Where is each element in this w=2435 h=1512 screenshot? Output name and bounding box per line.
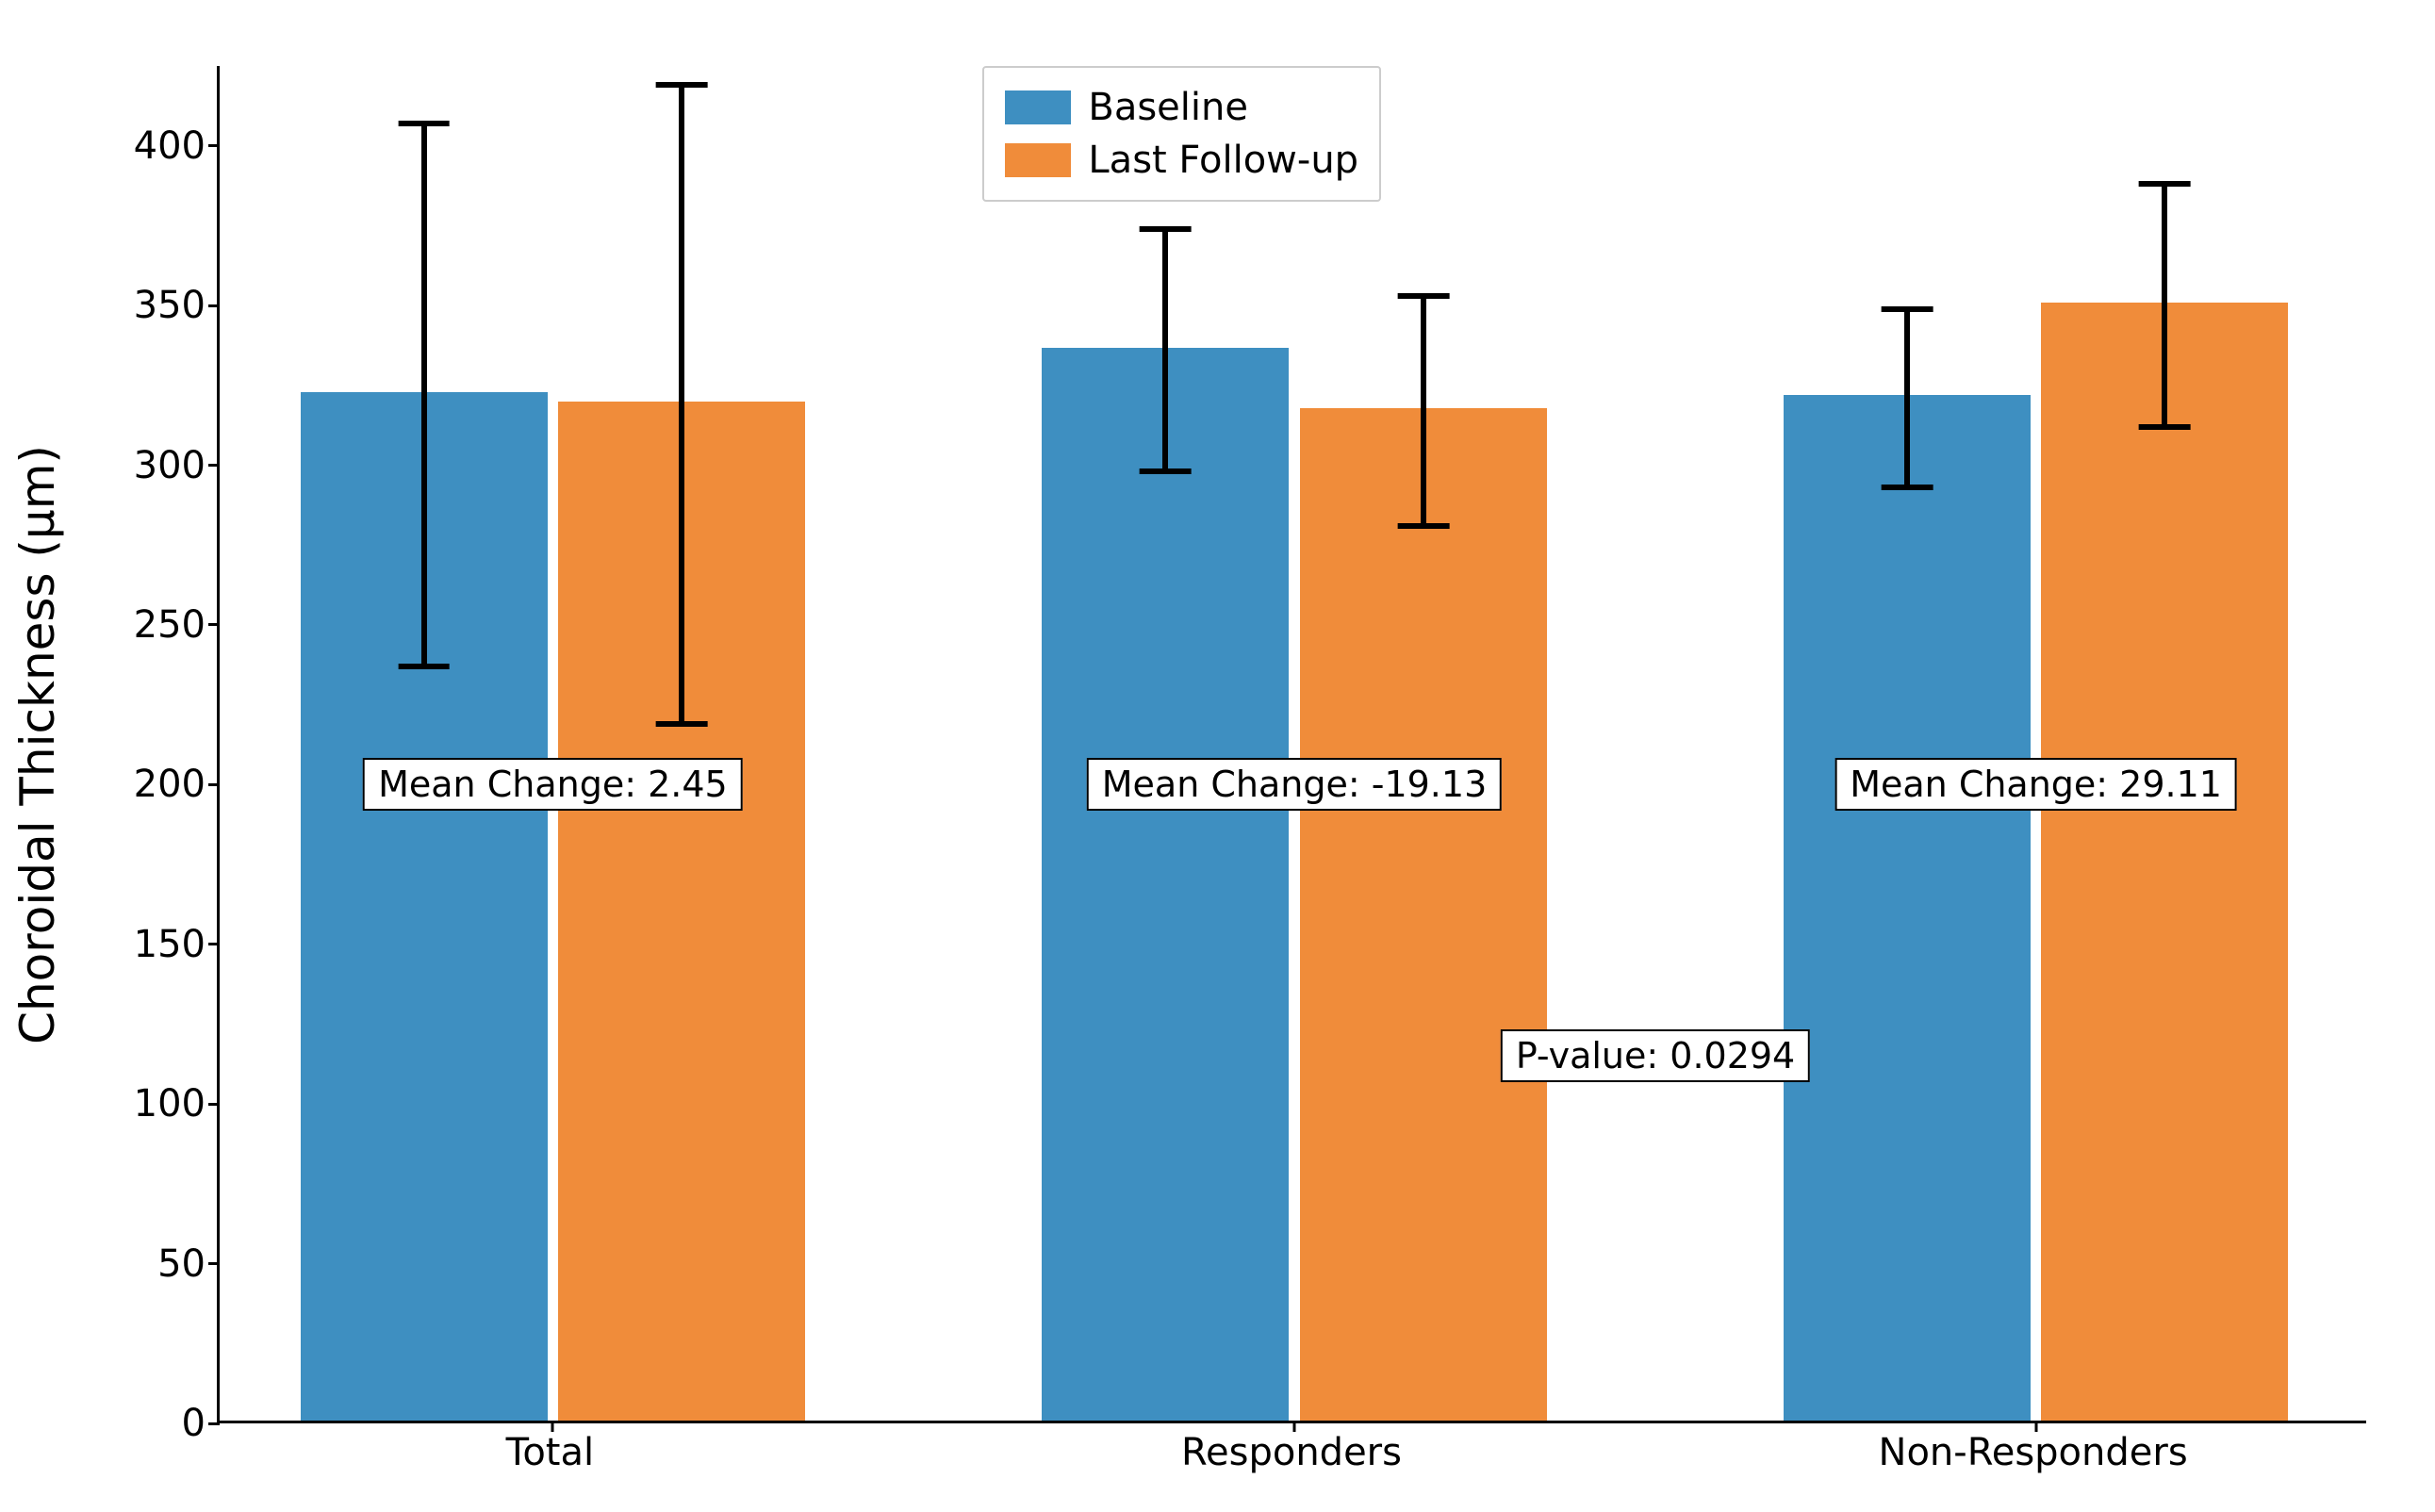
y-tick-label: 350 bbox=[134, 284, 206, 327]
legend: BaselineLast Follow-up bbox=[982, 66, 1381, 202]
error-bar bbox=[1904, 309, 1910, 488]
y-tick-mark bbox=[208, 1422, 220, 1425]
annotation-box: Mean Change: -19.13 bbox=[1087, 758, 1502, 811]
legend-swatch bbox=[1005, 90, 1071, 124]
annotation-box: P-value: 0.0294 bbox=[1501, 1029, 1810, 1082]
plot-area: Mean Change: 2.45 Mean Change: -19.13 Mean… bbox=[217, 66, 2366, 1423]
bar-baseline bbox=[1784, 395, 2031, 1421]
y-tick-mark bbox=[208, 1103, 220, 1106]
error-cap bbox=[398, 664, 450, 669]
y-tick-mark bbox=[208, 783, 220, 786]
y-tick-label: 50 bbox=[157, 1242, 206, 1286]
y-tick-label: 250 bbox=[134, 603, 206, 647]
error-cap bbox=[656, 82, 708, 88]
annotation-box: Mean Change: 29.11 bbox=[1834, 758, 2237, 811]
error-cap bbox=[398, 121, 450, 126]
y-tick-label: 100 bbox=[134, 1082, 206, 1126]
error-cap bbox=[1140, 226, 1192, 232]
x-tick-label: Total bbox=[506, 1431, 594, 1474]
y-tick-mark bbox=[208, 144, 220, 147]
y-tick-label: 300 bbox=[134, 444, 206, 487]
error-cap bbox=[1397, 523, 1449, 529]
y-tick-label: 0 bbox=[182, 1402, 206, 1445]
annotation-box: Mean Change: 2.45 bbox=[363, 758, 743, 811]
error-bar bbox=[421, 123, 427, 666]
x-tick-label: Responders bbox=[1181, 1431, 1402, 1474]
error-cap bbox=[1881, 306, 1933, 312]
legend-item: Last Follow-up bbox=[1005, 134, 1358, 187]
y-tick-label: 400 bbox=[134, 124, 206, 168]
bar-baseline bbox=[1042, 348, 1289, 1421]
error-bar bbox=[679, 85, 684, 724]
chart-container: Choroidal Thickness (μm) 0 50 100 150 200 250… bbox=[0, 0, 2435, 1512]
y-tick-mark bbox=[208, 943, 220, 945]
bar-last-follow-up bbox=[2041, 303, 2288, 1421]
error-cap bbox=[1397, 293, 1449, 299]
y-tick-label: 150 bbox=[134, 923, 206, 966]
x-tick-mark bbox=[551, 1421, 554, 1432]
bar-last-follow-up bbox=[1300, 408, 1547, 1421]
x-tick-mark bbox=[2034, 1421, 2037, 1432]
error-cap bbox=[2139, 424, 2191, 430]
error-cap bbox=[1881, 485, 1933, 490]
x-tick-mark bbox=[1293, 1421, 1296, 1432]
legend-label: Baseline bbox=[1088, 81, 1248, 134]
y-tick-mark bbox=[208, 464, 220, 467]
legend-label: Last Follow-up bbox=[1088, 134, 1358, 187]
error-cap bbox=[2139, 181, 2191, 187]
error-bar bbox=[2162, 184, 2167, 427]
error-bar bbox=[1162, 229, 1168, 472]
y-tick-label: 200 bbox=[134, 763, 206, 806]
y-tick-mark bbox=[208, 623, 220, 626]
legend-swatch bbox=[1005, 143, 1071, 177]
y-axis-label: Choroidal Thickness (μm) bbox=[10, 445, 65, 1044]
error-cap bbox=[1140, 468, 1192, 474]
legend-item: Baseline bbox=[1005, 81, 1358, 134]
y-tick-mark bbox=[208, 1262, 220, 1265]
error-bar bbox=[1421, 296, 1426, 526]
y-tick-mark bbox=[208, 304, 220, 307]
x-tick-label: Non-Responders bbox=[1879, 1431, 2188, 1474]
error-cap bbox=[656, 721, 708, 727]
